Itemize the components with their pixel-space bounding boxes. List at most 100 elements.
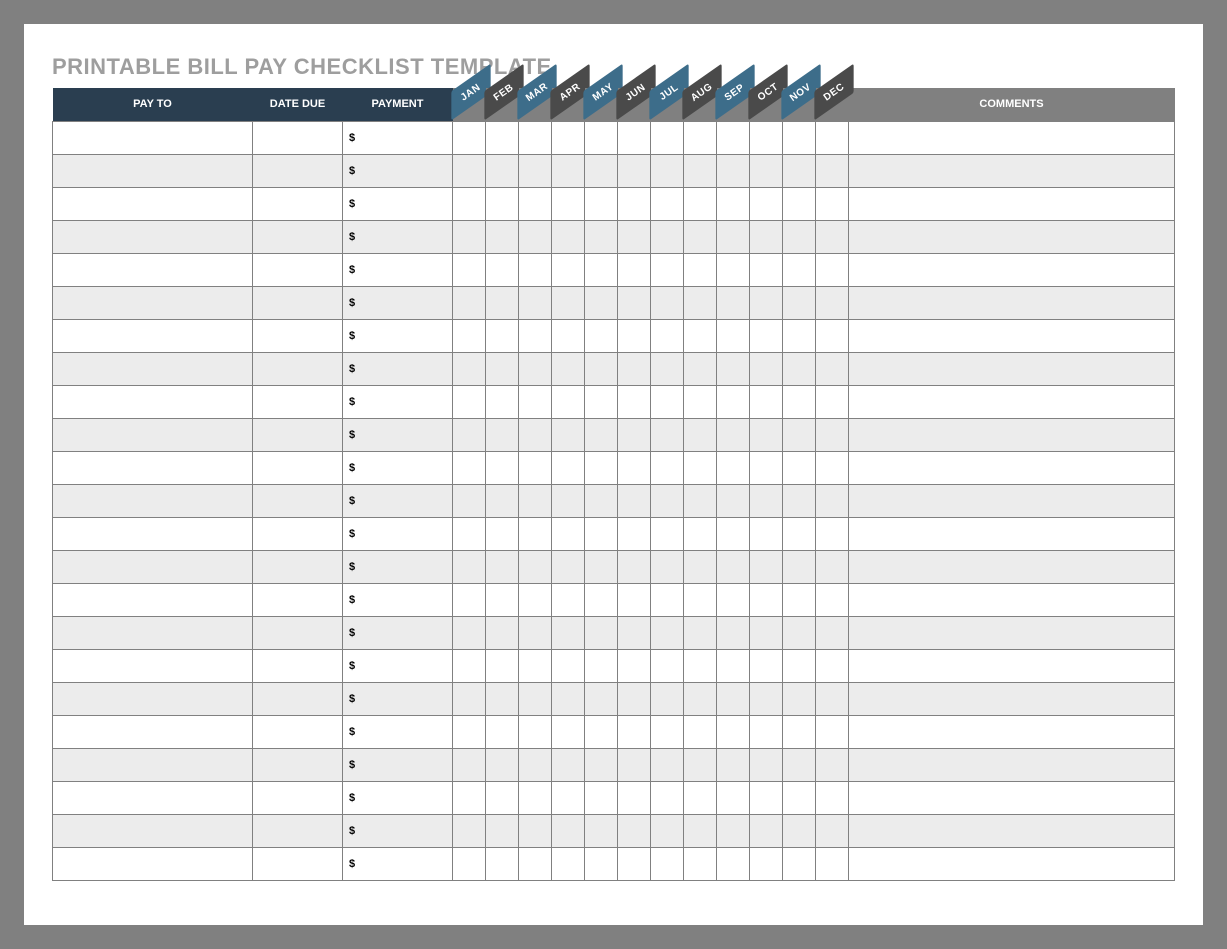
cell-month[interactable]	[519, 517, 552, 550]
cell-datedue[interactable]	[253, 484, 343, 517]
cell-payto[interactable]	[53, 814, 253, 847]
cell-month[interactable]	[618, 616, 651, 649]
cell-month[interactable]	[519, 319, 552, 352]
cell-month[interactable]	[717, 220, 750, 253]
cell-datedue[interactable]	[253, 385, 343, 418]
cell-month[interactable]	[684, 220, 717, 253]
cell-month[interactable]	[816, 715, 849, 748]
cell-datedue[interactable]	[253, 253, 343, 286]
cell-month[interactable]	[585, 682, 618, 715]
cell-month[interactable]	[684, 121, 717, 154]
cell-month[interactable]	[552, 748, 585, 781]
cell-payment[interactable]: $	[343, 187, 453, 220]
cell-payment[interactable]: $	[343, 616, 453, 649]
cell-payment[interactable]: $	[343, 220, 453, 253]
cell-datedue[interactable]	[253, 616, 343, 649]
cell-comments[interactable]	[849, 286, 1175, 319]
cell-month[interactable]	[618, 517, 651, 550]
cell-month[interactable]	[684, 319, 717, 352]
cell-month[interactable]	[585, 319, 618, 352]
cell-month[interactable]	[453, 814, 486, 847]
cell-payto[interactable]	[53, 121, 253, 154]
cell-month[interactable]	[651, 385, 684, 418]
cell-month[interactable]	[816, 418, 849, 451]
cell-month[interactable]	[453, 616, 486, 649]
cell-month[interactable]	[783, 517, 816, 550]
cell-month[interactable]	[783, 682, 816, 715]
cell-comments[interactable]	[849, 451, 1175, 484]
cell-month[interactable]	[453, 286, 486, 319]
cell-payment[interactable]: $	[343, 253, 453, 286]
cell-month[interactable]	[816, 517, 849, 550]
cell-month[interactable]	[651, 286, 684, 319]
cell-month[interactable]	[684, 187, 717, 220]
cell-month[interactable]	[453, 220, 486, 253]
cell-month[interactable]	[585, 484, 618, 517]
cell-month[interactable]	[585, 583, 618, 616]
cell-month[interactable]	[618, 319, 651, 352]
cell-month[interactable]	[651, 814, 684, 847]
cell-month[interactable]	[750, 517, 783, 550]
cell-month[interactable]	[783, 616, 816, 649]
cell-month[interactable]	[717, 715, 750, 748]
cell-month[interactable]	[750, 550, 783, 583]
cell-month[interactable]	[651, 583, 684, 616]
cell-month[interactable]	[651, 550, 684, 583]
cell-payment[interactable]: $	[343, 286, 453, 319]
cell-month[interactable]	[816, 154, 849, 187]
cell-payment[interactable]: $	[343, 649, 453, 682]
cell-month[interactable]	[717, 187, 750, 220]
cell-month[interactable]	[816, 649, 849, 682]
cell-payto[interactable]	[53, 451, 253, 484]
cell-month[interactable]	[717, 781, 750, 814]
cell-month[interactable]	[453, 715, 486, 748]
cell-payto[interactable]	[53, 220, 253, 253]
cell-comments[interactable]	[849, 748, 1175, 781]
cell-month[interactable]	[453, 121, 486, 154]
cell-month[interactable]	[783, 583, 816, 616]
cell-month[interactable]	[486, 352, 519, 385]
cell-comments[interactable]	[849, 154, 1175, 187]
cell-month[interactable]	[750, 451, 783, 484]
cell-month[interactable]	[684, 649, 717, 682]
cell-month[interactable]	[519, 814, 552, 847]
cell-month[interactable]	[585, 715, 618, 748]
cell-comments[interactable]	[849, 550, 1175, 583]
cell-month[interactable]	[783, 847, 816, 880]
cell-payto[interactable]	[53, 154, 253, 187]
cell-month[interactable]	[651, 847, 684, 880]
cell-payment[interactable]: $	[343, 517, 453, 550]
cell-month[interactable]	[486, 187, 519, 220]
cell-month[interactable]	[585, 748, 618, 781]
cell-payto[interactable]	[53, 253, 253, 286]
cell-comments[interactable]	[849, 253, 1175, 286]
cell-month[interactable]	[684, 715, 717, 748]
cell-month[interactable]	[453, 781, 486, 814]
cell-comments[interactable]	[849, 649, 1175, 682]
cell-payto[interactable]	[53, 286, 253, 319]
cell-month[interactable]	[750, 187, 783, 220]
cell-month[interactable]	[618, 418, 651, 451]
cell-month[interactable]	[783, 220, 816, 253]
cell-month[interactable]	[486, 847, 519, 880]
cell-month[interactable]	[783, 286, 816, 319]
cell-month[interactable]	[453, 451, 486, 484]
cell-month[interactable]	[453, 649, 486, 682]
cell-payment[interactable]: $	[343, 781, 453, 814]
cell-month[interactable]	[717, 319, 750, 352]
cell-payto[interactable]	[53, 319, 253, 352]
cell-month[interactable]	[618, 682, 651, 715]
cell-month[interactable]	[684, 847, 717, 880]
cell-month[interactable]	[684, 418, 717, 451]
cell-month[interactable]	[453, 187, 486, 220]
cell-month[interactable]	[816, 187, 849, 220]
cell-month[interactable]	[585, 286, 618, 319]
cell-month[interactable]	[750, 649, 783, 682]
cell-month[interactable]	[783, 121, 816, 154]
cell-month[interactable]	[750, 748, 783, 781]
cell-month[interactable]	[816, 814, 849, 847]
cell-month[interactable]	[717, 847, 750, 880]
cell-month[interactable]	[684, 781, 717, 814]
cell-month[interactable]	[684, 451, 717, 484]
cell-month[interactable]	[618, 715, 651, 748]
